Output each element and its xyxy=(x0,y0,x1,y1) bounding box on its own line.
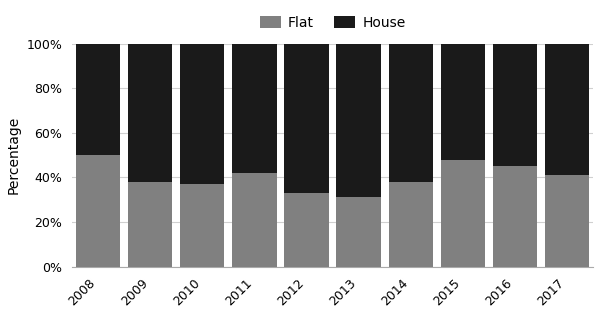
Bar xyxy=(389,182,433,266)
Bar xyxy=(545,175,589,266)
Legend: Flat, House: Flat, House xyxy=(254,10,411,36)
Bar xyxy=(493,44,537,166)
Bar xyxy=(232,44,277,173)
Bar xyxy=(284,44,329,193)
Bar xyxy=(545,44,589,175)
Bar xyxy=(180,184,224,266)
Bar xyxy=(232,173,277,266)
Bar xyxy=(180,44,224,184)
Bar xyxy=(337,198,381,266)
Bar xyxy=(128,182,172,266)
Bar xyxy=(76,155,120,266)
Bar xyxy=(389,44,433,182)
Bar xyxy=(493,166,537,266)
Bar xyxy=(76,44,120,155)
Bar xyxy=(337,44,381,198)
Bar xyxy=(440,160,485,266)
Bar xyxy=(440,44,485,160)
Bar xyxy=(128,44,172,182)
Y-axis label: Percentage: Percentage xyxy=(7,116,21,194)
Bar xyxy=(284,193,329,266)
